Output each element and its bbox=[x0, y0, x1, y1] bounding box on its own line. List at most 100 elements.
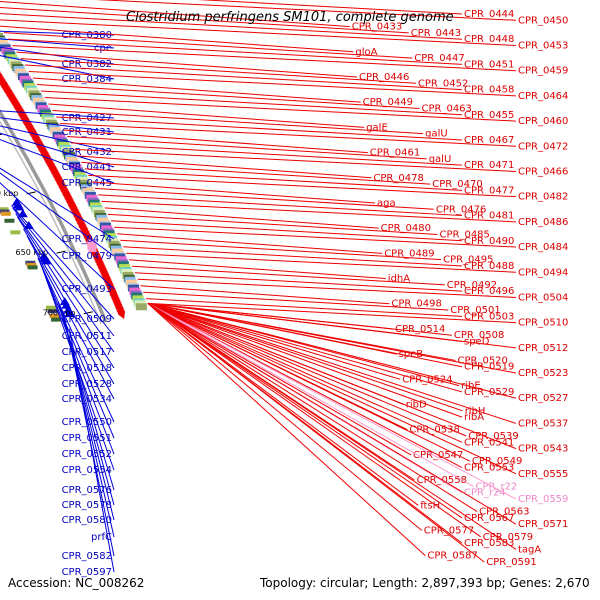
minus-gene-label: CPR_0450 bbox=[518, 15, 568, 26]
minus-gene-label: CPR_0485 bbox=[440, 229, 490, 240]
minus-leader-line bbox=[147, 302, 517, 424]
minus-leader-line bbox=[16, 51, 358, 78]
minus-leader-line bbox=[147, 302, 463, 368]
accession-label: Accession: NC_008262 bbox=[8, 576, 144, 590]
minus-leader-line bbox=[147, 302, 517, 450]
plus-cog-box bbox=[4, 218, 15, 223]
minus-gene-label: galE bbox=[366, 122, 388, 133]
minus-gene-label: CPR_0463 bbox=[422, 103, 472, 114]
minus-leader-line bbox=[111, 220, 463, 242]
minus-leader-line bbox=[84, 168, 463, 191]
minus-gene-label: CPR_0510 bbox=[518, 318, 568, 329]
minus-gene-label: CPR_0549 bbox=[472, 456, 522, 467]
backbone-arc bbox=[0, 120, 102, 325]
plus-gene-label: CPR_0509 bbox=[62, 314, 112, 325]
minus-leader-line bbox=[147, 302, 517, 324]
minus-gene-label: CPR_0470 bbox=[432, 179, 482, 190]
minus-leader-line bbox=[91, 181, 376, 204]
minus-leader-line bbox=[145, 298, 463, 317]
minus-gene-label: CPR_0524 bbox=[402, 374, 452, 385]
minus-gene-label: CPR_0466 bbox=[518, 166, 568, 177]
minus-leader-line bbox=[147, 302, 474, 487]
plus-gene-label: CPR_0445 bbox=[62, 178, 112, 189]
minus-leader-line bbox=[94, 0, 517, 21]
plus-leader-line bbox=[0, 172, 115, 257]
backbone-arc bbox=[0, 109, 108, 323]
minus-leader-line bbox=[147, 302, 463, 418]
minus-leader-line bbox=[147, 302, 463, 412]
minus-gene-label: CPR_0482 bbox=[518, 192, 568, 203]
minus-gene-label: CPR_0443 bbox=[411, 28, 461, 39]
minus-gene-label: gloA bbox=[355, 47, 377, 58]
minus-leader-line bbox=[104, 207, 379, 229]
minus-gene-label: CPR_0587 bbox=[427, 551, 477, 562]
plus-leader-line bbox=[12, 207, 115, 337]
genome-backbone bbox=[0, 109, 108, 325]
minus-leader-line bbox=[0, 25, 354, 53]
minus-gene-label: CPR_0508 bbox=[454, 330, 504, 341]
minus-leader-line bbox=[0, 7, 409, 34]
minus-gene-label: CPR_0583 bbox=[464, 538, 514, 549]
minus-gene-label: CPR_0433 bbox=[352, 22, 402, 33]
minus-leader-line bbox=[98, 194, 463, 217]
minus-gene-label: CPR_r24 bbox=[464, 488, 506, 499]
minus-leader-line bbox=[8, 38, 463, 65]
minus-gene-label: ribA bbox=[464, 412, 484, 423]
tick-mark bbox=[83, 311, 93, 315]
plus-gene-label: CPR_0432 bbox=[62, 147, 112, 158]
minus-leader-line bbox=[147, 302, 517, 525]
minus-gene-label: galU bbox=[429, 154, 452, 165]
minus-gene-label: CPR_0523 bbox=[518, 368, 568, 379]
minus-leader-line bbox=[147, 302, 517, 399]
minus-leader-line bbox=[129, 259, 386, 280]
plus-cog-box bbox=[26, 263, 37, 268]
minus-leader-line bbox=[107, 213, 438, 235]
minus-gene-label: CPR_0459 bbox=[518, 66, 568, 77]
plus-gene-label: CPR_0576 bbox=[62, 485, 112, 496]
minus-gene-label: CPR_0446 bbox=[359, 72, 409, 83]
minus-leader-line bbox=[32, 77, 361, 103]
minus-gene-label: CPR_0471 bbox=[464, 160, 514, 171]
minus-gene-label: CPR_0458 bbox=[464, 85, 514, 96]
plus-gene-label: prfC bbox=[91, 532, 112, 543]
minus-leader-line bbox=[120, 239, 442, 261]
minus-leader-line bbox=[131, 265, 445, 286]
minus-leader-line bbox=[28, 71, 517, 97]
minus-gene-label: CPR_0492 bbox=[447, 280, 497, 291]
minus-leader-line bbox=[12, 45, 517, 72]
minus-leader-line bbox=[147, 302, 401, 380]
minus-leader-line bbox=[0, 19, 517, 46]
minus-gene-label: CPR_0455 bbox=[464, 110, 514, 121]
minus-gene-label: CPR_0484 bbox=[518, 242, 568, 253]
minus-gene-label: ribD bbox=[406, 400, 427, 411]
minus-gene-label: idhA bbox=[388, 274, 410, 285]
plus-gene-label: CPR_0551 bbox=[62, 433, 112, 444]
minus-leader-line bbox=[147, 302, 517, 349]
minus-gene-label: CPR_0512 bbox=[518, 343, 568, 354]
rna-feature bbox=[88, 241, 97, 252]
minus-leader-line bbox=[117, 233, 383, 254]
plus-cog-box bbox=[10, 230, 21, 235]
plus-strand-gene bbox=[41, 256, 52, 265]
plus-gene-label: CPR_0384 bbox=[62, 74, 112, 85]
minus-gene-label: CPR_0448 bbox=[464, 34, 514, 45]
minus-leader-line bbox=[197, 0, 463, 15]
minus-gene-label: CPR_0478 bbox=[373, 173, 423, 184]
plus-leader-line bbox=[0, 55, 115, 80]
minus-leader-line bbox=[147, 302, 426, 557]
minus-gene-label: CPR_0444 bbox=[464, 9, 514, 20]
minus-gene-label: CPR_0567 bbox=[464, 513, 514, 524]
minus-leader-line bbox=[147, 302, 423, 531]
minus-gene-label: CPR_0494 bbox=[518, 267, 568, 278]
minus-leader-line bbox=[147, 302, 471, 462]
minus-gene-label: CPR_0447 bbox=[414, 53, 464, 64]
minus-leader-line bbox=[137, 278, 517, 298]
tick-mark bbox=[0, 133, 4, 136]
minus-leader-line bbox=[101, 200, 517, 223]
minus-leader-line bbox=[77, 155, 372, 179]
minus-leader-line bbox=[147, 302, 467, 437]
minus-leader-line bbox=[147, 302, 478, 513]
minus-leader-line bbox=[134, 272, 463, 292]
